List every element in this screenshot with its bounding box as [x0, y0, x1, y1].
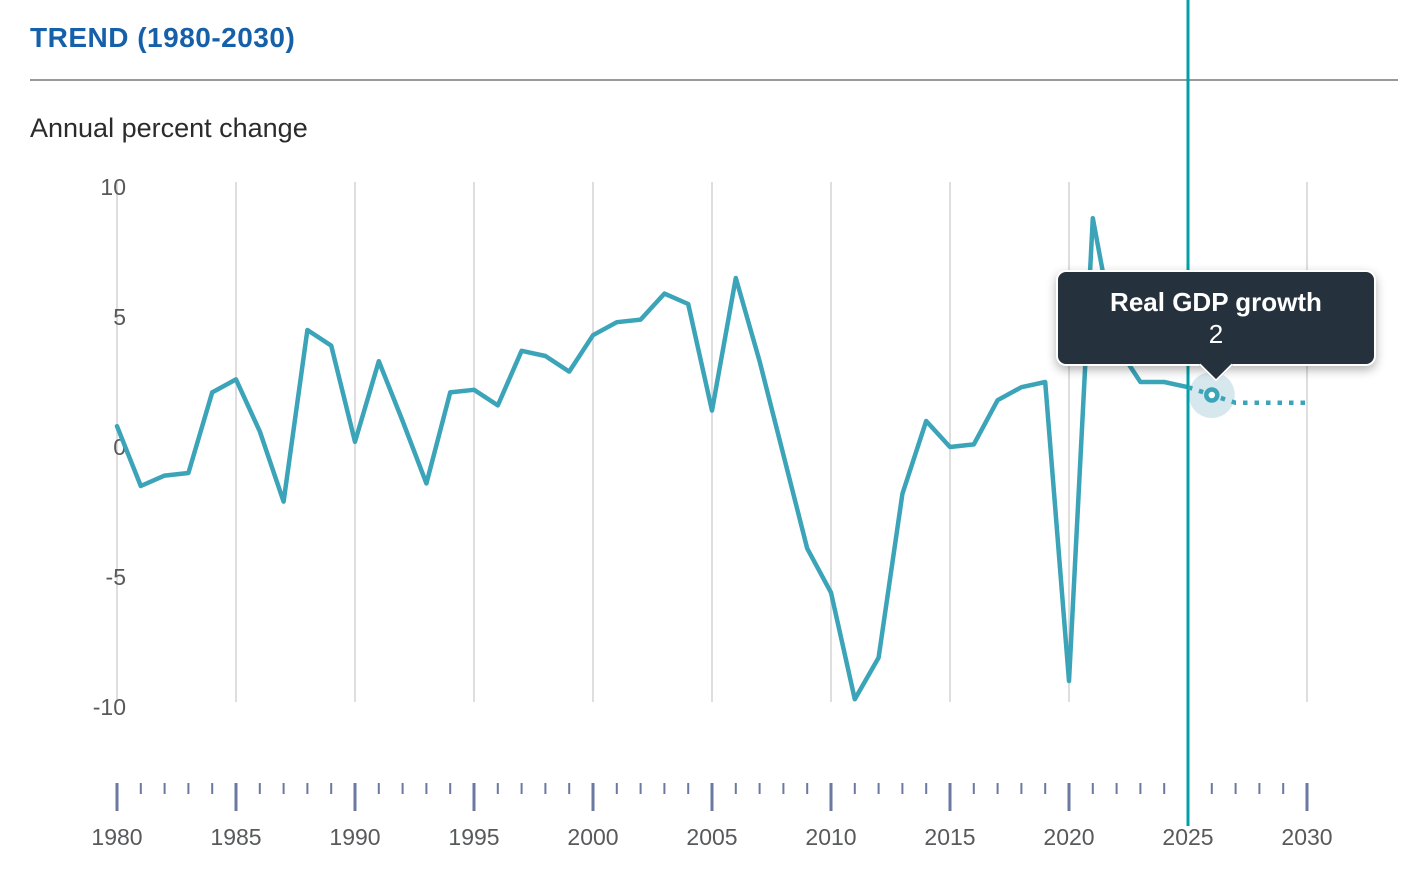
- svg-text:-10: -10: [93, 694, 126, 720]
- gdp-line-forecast: [1187, 385, 1307, 406]
- svg-text:2020: 2020: [1043, 824, 1094, 850]
- tooltip-value: 2: [1208, 319, 1224, 349]
- svg-text:2030: 2030: [1281, 824, 1332, 850]
- svg-text:-5: -5: [106, 564, 126, 590]
- gridlines: [116, 182, 1308, 702]
- svg-text:1985: 1985: [210, 824, 261, 850]
- chart-subtitle: Annual percent change: [30, 113, 308, 143]
- tooltip: Real GDP growth 2: [1056, 270, 1376, 382]
- svg-text:1980: 1980: [91, 824, 142, 850]
- x-axis-labels: 1980 1985 1990 1995 2000 2005 2010 2015 2020 2025…: [91, 824, 1332, 850]
- svg-text:2010: 2010: [805, 824, 856, 850]
- svg-text:1990: 1990: [329, 824, 380, 850]
- highlight-point[interactable]: [1204, 387, 1220, 403]
- svg-text:2015: 2015: [924, 824, 975, 850]
- svg-text:2005: 2005: [686, 824, 737, 850]
- svg-text:2000: 2000: [567, 824, 618, 850]
- tooltip-title: Real GDP growth: [1110, 286, 1322, 317]
- x-axis-ticks: [115, 783, 1309, 811]
- svg-text:1995: 1995: [448, 824, 499, 850]
- svg-text:5: 5: [113, 304, 126, 330]
- page-title: TREND (1980-2030): [30, 22, 296, 53]
- gdp-line-historical: [114, 215, 1191, 702]
- svg-text:10: 10: [100, 174, 126, 200]
- svg-text:2025: 2025: [1162, 824, 1213, 850]
- header-divider: [30, 79, 1398, 81]
